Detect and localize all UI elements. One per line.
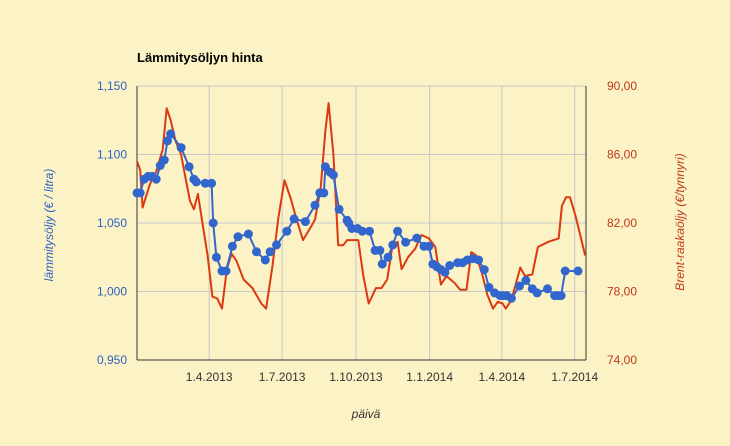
- data-point: [377, 259, 387, 269]
- data-point: [543, 284, 552, 294]
- data-point: [383, 252, 393, 262]
- data-point: [319, 188, 329, 198]
- data-point: [207, 178, 217, 188]
- series-layer: [132, 102, 587, 310]
- data-point: [375, 245, 385, 255]
- data-point: [328, 170, 338, 180]
- x-tick-label: 1.7.2014: [551, 370, 598, 384]
- data-point: [474, 255, 484, 265]
- data-point: [208, 218, 218, 228]
- y-right-tick-label: 90,00: [607, 79, 637, 93]
- data-point: [191, 177, 201, 187]
- data-point: [211, 252, 221, 262]
- data-point: [310, 200, 320, 210]
- data-point: [515, 281, 524, 291]
- data-point: [221, 266, 231, 276]
- data-point: [151, 174, 161, 184]
- data-point: [388, 240, 398, 250]
- data-point: [282, 226, 292, 236]
- data-point: [445, 261, 455, 270]
- data-point: [159, 155, 169, 165]
- y-left-tick-label: 0,950: [97, 353, 127, 367]
- y-right-axis-title: Brent-raakaöljy (€/tynnyri): [673, 153, 687, 290]
- data-point: [556, 291, 566, 301]
- y-left-tick-label: 1,050: [97, 216, 127, 230]
- data-point: [265, 247, 275, 257]
- data-point: [272, 240, 281, 250]
- data-point: [440, 267, 450, 277]
- x-tick-label: 1.10.2013: [329, 370, 383, 384]
- data-point: [532, 288, 542, 298]
- data-point: [166, 129, 176, 139]
- x-tick-label: 1.4.2013: [186, 370, 233, 384]
- data-point: [289, 214, 299, 224]
- data-point: [393, 226, 403, 236]
- data-point: [357, 226, 367, 236]
- y-left-tick-label: 1,150: [97, 79, 127, 93]
- data-point: [573, 266, 583, 276]
- series-line-brent: [136, 102, 587, 310]
- data-point: [176, 143, 186, 153]
- x-ticks: 1.4.2013 1.7.2013 1.10.2013 1.1.2014 1.4.201…: [186, 370, 599, 384]
- data-point: [412, 233, 422, 243]
- axis-frame: [136, 86, 587, 361]
- x-axis-title: päivä: [351, 407, 381, 421]
- data-point: [424, 241, 434, 251]
- data-point: [200, 178, 210, 188]
- y-right-tick-label: 78,00: [607, 285, 637, 299]
- y-left-axis-title: lämmitysöljy (€ / litra): [42, 169, 56, 282]
- x-tick-label: 1.1.2014: [406, 370, 453, 384]
- data-point: [334, 204, 344, 214]
- data-point: [479, 265, 489, 275]
- y-left-ticks: 0,950 1,000 1,050 1,100 1,150: [97, 79, 127, 367]
- y-left-tick-label: 1,100: [97, 148, 127, 162]
- data-point: [260, 255, 270, 265]
- y-right-tick-label: 82,00: [607, 216, 637, 230]
- data-point: [252, 247, 261, 257]
- data-point: [521, 276, 531, 285]
- data-point: [243, 229, 253, 239]
- data-point: [560, 266, 570, 276]
- data-point: [184, 162, 194, 172]
- y-left-tick-label: 1,000: [97, 285, 127, 299]
- data-point: [365, 226, 374, 236]
- x-tick-label: 1.7.2013: [259, 370, 306, 384]
- x-tick-label: 1.4.2014: [478, 370, 525, 384]
- data-point: [233, 232, 243, 242]
- data-point: [135, 188, 145, 198]
- data-point: [484, 282, 494, 292]
- data-point: [506, 293, 516, 303]
- data-point: [401, 237, 411, 247]
- data-point: [227, 241, 237, 251]
- chart-title: Lämmitysöljyn hinta: [137, 50, 263, 65]
- y-right-ticks: 74,00 78,00 82,00 86,00 90,00: [607, 79, 637, 367]
- data-point: [163, 136, 172, 146]
- y-right-tick-label: 86,00: [607, 148, 637, 162]
- y-right-tick-label: 74,00: [607, 353, 637, 367]
- data-point: [300, 217, 310, 227]
